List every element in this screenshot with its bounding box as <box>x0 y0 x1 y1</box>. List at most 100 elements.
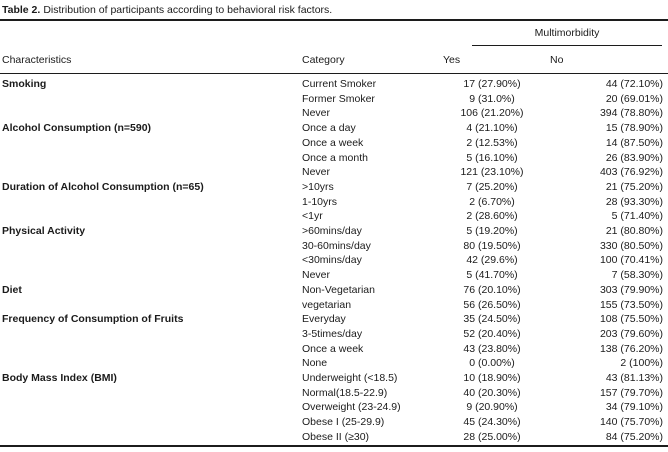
yes-count-cell: 7 (25.20%) <box>466 180 518 193</box>
characteristic-cell <box>0 195 302 210</box>
yes-count-cell: 10 (18.90%) <box>463 372 521 385</box>
table-row: <30mins/day 42 (29.6%) 100 (70.41%) <box>0 253 668 268</box>
table-row: 3-5times/day 52 (20.40%) 203 (79.60%) <box>0 327 668 342</box>
characteristic-cell <box>0 106 302 121</box>
no-count-cell: 21 (75.20%) <box>605 180 664 193</box>
no-count-cell: 5 (71.40%) <box>611 210 664 223</box>
no-count-cell: 394 (78.80%) <box>599 107 664 120</box>
no-count-cell: 100 (70.41%) <box>599 254 664 267</box>
no-count-cell: 14 (87.50%) <box>605 136 664 149</box>
yes-count-cell: 35 (24.50%) <box>463 313 521 326</box>
table-row: Former Smoker 9 (31.0%) 20 (69.01%) <box>0 92 668 107</box>
spanner-cell: Multimorbidity <box>434 20 668 46</box>
no-count-cell: 303 (79.90%) <box>599 283 664 296</box>
table-row: 1-10yrs 2 (6.70%) 28 (93.30%) <box>0 195 668 210</box>
category-cell: >60mins/day <box>302 225 362 238</box>
table-row: Never 121 (23.10%) 403 (76.92%) <box>0 165 668 180</box>
no-count-cell: 15 (78.90%) <box>605 122 664 135</box>
yes-count-cell: 5 (19.20%) <box>466 225 518 238</box>
spanner-label: Multimorbidity <box>534 27 600 39</box>
characteristic-cell: Diet <box>2 283 22 296</box>
category-cell: Never <box>302 107 331 120</box>
characteristic-cell <box>0 327 302 342</box>
table-row: Overweight (23-24.9) 9 (20.90%) 34 (79.1… <box>0 400 668 415</box>
table-row: Smoking Current Smoker 17 (27.90%) 44 (7… <box>0 74 668 92</box>
characteristic-cell: Frequency of Consumption of Fruits <box>2 313 184 326</box>
category-cell: Obese II (≥30) <box>302 430 370 443</box>
category-cell: 3-5times/day <box>302 327 363 340</box>
no-count-cell: 20 (69.01%) <box>605 92 664 105</box>
table-row: Body Mass Index (BMI) Underweight (<18.5… <box>0 371 668 386</box>
characteristic-cell <box>0 239 302 254</box>
characteristic-cell <box>0 342 302 357</box>
category-cell: Current Smoker <box>302 78 377 90</box>
yes-count-cell: 40 (20.30%) <box>463 386 521 399</box>
no-count-cell: 34 (79.10%) <box>605 401 664 414</box>
no-count-cell: 157 (79.70%) <box>599 386 664 399</box>
yes-count-cell: 43 (23.80%) <box>463 342 521 355</box>
characteristic-cell <box>0 298 302 313</box>
no-count-cell: 155 (73.50%) <box>599 298 664 311</box>
yes-count-cell: 80 (19.50%) <box>463 239 521 252</box>
category-cell: Never <box>302 166 331 179</box>
yes-count-cell: 56 (26.50%) <box>463 298 521 311</box>
table-row: None 0 (0.00%) 2 (100%) <box>0 356 668 371</box>
table-row: Diet Non-Vegetarian 76 (20.10%) 303 (79.… <box>0 283 668 298</box>
yes-count-cell: 9 (20.90%) <box>466 401 518 414</box>
table-row: Once a week 2 (12.53%) 14 (87.50%) <box>0 136 668 151</box>
characteristic-cell <box>0 268 302 283</box>
table-row: Physical Activity >60mins/day 5 (19.20%)… <box>0 224 668 239</box>
category-cell: Normal(18.5-22.9) <box>302 386 388 399</box>
category-cell: <30mins/day <box>302 254 362 267</box>
table-row: Once a week 43 (23.80%) 138 (76.20%) <box>0 342 668 357</box>
characteristic-cell <box>0 430 302 446</box>
no-count-cell: 2 (100%) <box>620 357 664 370</box>
characteristic-cell <box>0 136 302 151</box>
table-row: Once a month 5 (16.10%) 26 (83.90%) <box>0 151 668 166</box>
no-count-cell: 403 (76.92%) <box>599 166 664 179</box>
column-header-yes: Yes <box>434 46 550 74</box>
yes-count-cell: 2 (28.60%) <box>466 210 518 223</box>
table-row: Frequency of Consumption of Fruits Every… <box>0 312 668 327</box>
yes-count-cell: 9 (31.0%) <box>469 92 515 105</box>
table-row: <1yr 2 (28.60%) 5 (71.40%) <box>0 209 668 224</box>
yes-count-cell: 2 (12.53%) <box>466 136 518 149</box>
category-cell: 30-60mins/day <box>302 239 371 252</box>
table-caption-label: Table 2. <box>2 4 41 16</box>
category-cell: Everyday <box>302 313 346 326</box>
column-header-no: No <box>550 46 668 74</box>
category-cell: <1yr <box>302 210 323 223</box>
table-row: Never 5 (41.70%) 7 (58.30%) <box>0 268 668 283</box>
no-count-cell: 108 (75.50%) <box>599 313 664 326</box>
characteristic-cell <box>0 400 302 415</box>
yes-count-cell: 17 (27.90%) <box>463 78 521 90</box>
column-header-no-label: No <box>550 53 564 66</box>
column-header-characteristics: Characteristics <box>0 46 302 74</box>
category-cell: Once a week <box>302 136 364 149</box>
yes-count-cell: 4 (21.10%) <box>466 122 518 135</box>
no-count-cell: 7 (58.30%) <box>611 269 664 282</box>
no-count-cell: 21 (80.80%) <box>605 225 664 238</box>
no-count-cell: 26 (83.90%) <box>605 151 664 164</box>
no-count-cell: 138 (76.20%) <box>599 342 664 355</box>
no-count-cell: 140 (75.70%) <box>599 416 664 429</box>
yes-count-cell: 28 (25.00%) <box>463 430 521 443</box>
category-cell: None <box>302 357 328 370</box>
yes-count-cell: 52 (20.40%) <box>463 327 521 340</box>
no-count-cell: 44 (72.10%) <box>605 78 664 90</box>
category-cell: Never <box>302 269 331 282</box>
table-body: Smoking Current Smoker 17 (27.90%) 44 (7… <box>0 74 668 446</box>
category-cell: Obese I (25-29.9) <box>302 416 385 429</box>
table-row: Duration of Alcohol Consumption (n=65) >… <box>0 180 668 195</box>
column-header-category: Category <box>302 46 434 74</box>
spanner-spacer <box>0 20 434 46</box>
category-cell: Non-Vegetarian <box>302 283 375 296</box>
no-count-cell: 28 (93.30%) <box>605 195 664 208</box>
characteristic-cell <box>0 165 302 180</box>
no-count-cell: 43 (81.13%) <box>605 372 664 385</box>
characteristic-cell <box>0 386 302 401</box>
table-row: Obese I (25-29.9) 45 (24.30%) 140 (75.70… <box>0 415 668 430</box>
yes-count-cell: 106 (21.20%) <box>460 107 524 120</box>
category-cell: Once a month <box>302 151 368 164</box>
